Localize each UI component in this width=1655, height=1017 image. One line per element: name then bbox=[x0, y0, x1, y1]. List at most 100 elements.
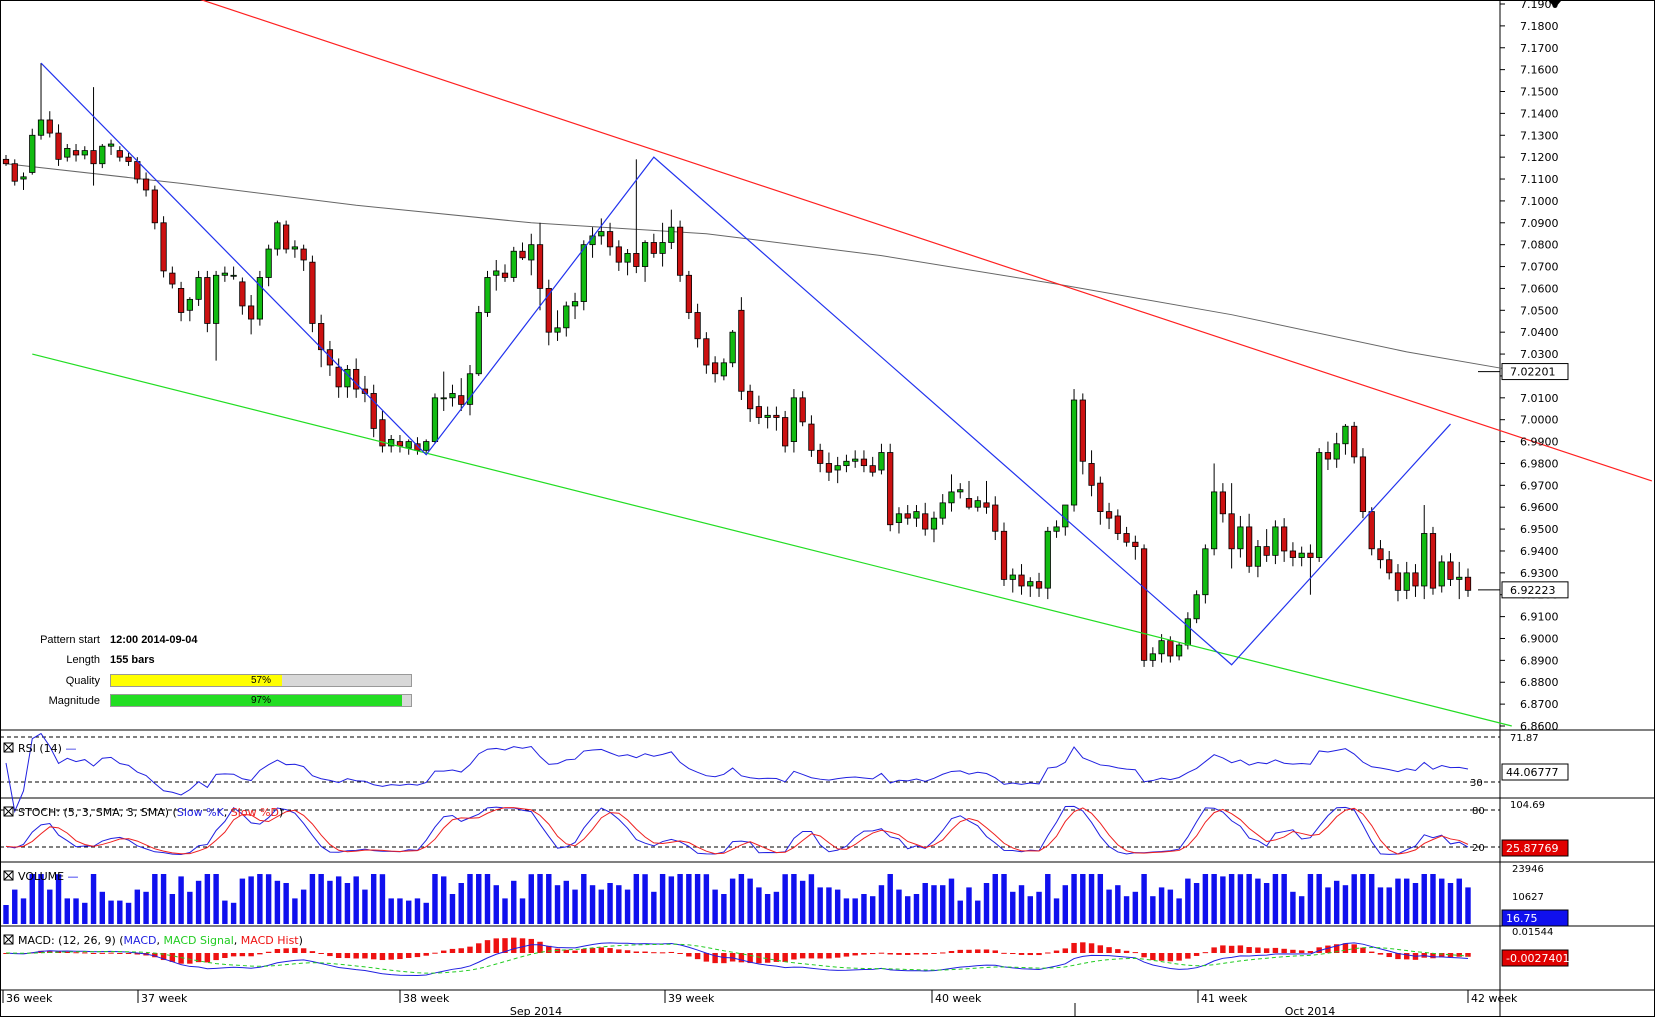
macd-hist-bar bbox=[1141, 953, 1147, 958]
candle bbox=[1298, 546, 1305, 567]
macd-hist-bar bbox=[773, 953, 780, 962]
volume-bar bbox=[563, 880, 570, 924]
macd-hist-bar bbox=[712, 953, 718, 964]
volume-bar bbox=[721, 894, 727, 924]
volume-bar bbox=[1404, 878, 1410, 924]
candle bbox=[1272, 520, 1279, 565]
volume-bar bbox=[493, 885, 499, 924]
volume-bar bbox=[1333, 880, 1340, 924]
candle-body bbox=[37, 119, 45, 136]
candle bbox=[1097, 476, 1104, 525]
macd-hist-bar bbox=[1237, 945, 1244, 953]
volume-bar bbox=[1123, 896, 1130, 924]
candle-body bbox=[335, 366, 342, 388]
scroll-marker-icon[interactable] bbox=[1549, 1, 1561, 8]
candle-body bbox=[948, 491, 955, 504]
volume-panel[interactable]: VOLUME — 23946 10627 16.75 bbox=[3, 864, 1569, 927]
candle-body bbox=[913, 511, 920, 519]
macd-hist-bar bbox=[975, 949, 981, 953]
price-tick-label: 7.1600 bbox=[1520, 64, 1559, 77]
candle-body bbox=[519, 250, 526, 259]
candle bbox=[764, 406, 771, 429]
candle-body bbox=[361, 388, 369, 394]
candle-body bbox=[895, 513, 903, 523]
candle-body bbox=[641, 242, 649, 267]
candle bbox=[361, 375, 369, 403]
macd-hist-bar bbox=[318, 953, 324, 954]
macd-hist-bar bbox=[799, 953, 806, 959]
candle bbox=[186, 297, 193, 322]
candle-body bbox=[554, 327, 561, 333]
candle bbox=[554, 310, 561, 341]
rsi-panel[interactable]: RSI (14) — 71.87 30 44.06777 bbox=[0, 732, 1569, 814]
rsi-30-label: 30 bbox=[1470, 778, 1483, 789]
quality-bar-fill bbox=[111, 675, 282, 686]
candle bbox=[1228, 483, 1235, 569]
volume-bar bbox=[738, 874, 745, 924]
price-tick-label: 7.1000 bbox=[1520, 195, 1559, 208]
candle bbox=[895, 507, 903, 534]
volume-title: VOLUME — bbox=[18, 870, 79, 883]
candle-body bbox=[501, 272, 509, 278]
candle bbox=[1429, 526, 1437, 595]
volume-bar bbox=[992, 874, 998, 924]
macd-title: MACD: (12, 26, 9) (MACD, MACD Signal, MA… bbox=[18, 934, 303, 947]
volume-bar bbox=[1010, 891, 1016, 924]
macd-hist-bar bbox=[108, 952, 114, 954]
candle bbox=[379, 410, 386, 453]
volume-bar bbox=[370, 874, 377, 924]
price-tick-label: 6.9900 bbox=[1520, 436, 1559, 449]
candle-body bbox=[212, 274, 220, 324]
macd-hist-bar bbox=[1010, 953, 1016, 955]
candle-body bbox=[580, 244, 587, 302]
stoch-panel[interactable]: STOCH: (5, 3, SMA, 3, SMA) (Slow %K, Slo… bbox=[0, 800, 1569, 857]
candle bbox=[1211, 463, 1218, 556]
volume-bar bbox=[1246, 874, 1252, 924]
macd-hist-bar bbox=[1333, 944, 1340, 953]
candle-body bbox=[64, 147, 71, 158]
candle-body bbox=[1237, 526, 1244, 550]
volume-bar bbox=[1237, 874, 1244, 924]
magnitude-bar: 97% bbox=[110, 694, 412, 707]
candle-body bbox=[239, 281, 246, 307]
volume-bar bbox=[257, 874, 263, 924]
volume-bar bbox=[1228, 874, 1235, 924]
candle-body bbox=[563, 305, 570, 329]
candle bbox=[1447, 553, 1454, 586]
candle bbox=[825, 452, 833, 481]
candle bbox=[309, 255, 316, 333]
volume-bar bbox=[73, 898, 79, 924]
candlestick-series[interactable] bbox=[2, 63, 1472, 667]
volume-bar bbox=[274, 880, 281, 924]
candle bbox=[641, 240, 649, 282]
volume-bar bbox=[1018, 885, 1025, 924]
candle-body bbox=[1211, 491, 1218, 550]
candle bbox=[274, 220, 281, 256]
candle bbox=[676, 220, 684, 282]
volume-bar bbox=[1290, 891, 1296, 924]
candle-body bbox=[1149, 653, 1156, 661]
macd-hist-bar bbox=[1281, 948, 1287, 953]
macd-hist-bar bbox=[1220, 945, 1226, 953]
macd-hist-bar bbox=[309, 951, 316, 953]
candle-body bbox=[536, 244, 544, 289]
candle-body bbox=[939, 502, 946, 519]
volume-bar bbox=[668, 876, 675, 924]
candle bbox=[1386, 550, 1393, 580]
candle bbox=[1359, 448, 1367, 519]
macd-hist-bar bbox=[616, 949, 622, 953]
macd-hist-bar bbox=[300, 948, 307, 953]
candle-body bbox=[177, 288, 185, 313]
volume-bar bbox=[441, 876, 447, 924]
macd-panel[interactable]: MACD: (12, 26, 9) (MACD, MACD Signal, MA… bbox=[3, 927, 1569, 976]
candle bbox=[1289, 542, 1297, 567]
macd-hist-bar bbox=[922, 953, 928, 955]
candle-body bbox=[291, 246, 299, 250]
macd-hist-bar bbox=[904, 953, 911, 955]
macd-hist-bar bbox=[764, 953, 771, 963]
macd-hist-bar bbox=[686, 953, 692, 957]
volume-bar bbox=[537, 874, 543, 924]
macd-hist-bar bbox=[651, 952, 657, 954]
macd-hist-bar bbox=[1263, 948, 1270, 953]
